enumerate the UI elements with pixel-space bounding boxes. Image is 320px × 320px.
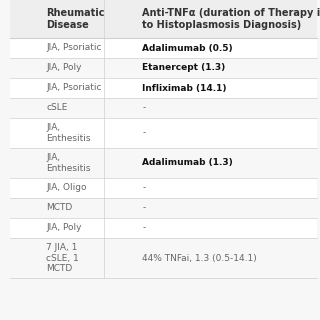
Text: Infliximab (14.1): Infliximab (14.1) <box>142 84 227 92</box>
Bar <box>10 58 317 78</box>
Bar <box>10 0 317 38</box>
Text: JIA, Psoriatic: JIA, Psoriatic <box>46 84 102 92</box>
Bar <box>10 98 317 118</box>
Text: JIA,
Enthesitis: JIA, Enthesitis <box>46 123 91 143</box>
Text: -: - <box>142 183 146 193</box>
Bar <box>10 78 317 98</box>
Text: -: - <box>142 223 146 233</box>
Text: Adalimumab (0.5): Adalimumab (0.5) <box>142 44 233 52</box>
Bar <box>10 238 317 278</box>
Bar <box>10 38 317 58</box>
Text: 7 JIA, 1
cSLE, 1
MCTD: 7 JIA, 1 cSLE, 1 MCTD <box>46 243 79 273</box>
Text: -: - <box>142 129 146 138</box>
Text: JIA,
Enthesitis: JIA, Enthesitis <box>46 153 91 173</box>
Text: MCTD: MCTD <box>46 204 73 212</box>
Bar <box>10 198 317 218</box>
Text: Etanercept (1.3): Etanercept (1.3) <box>142 63 226 73</box>
Text: Rheumatic
Disease: Rheumatic Disease <box>46 8 105 30</box>
Text: JIA, Oligo: JIA, Oligo <box>46 183 87 193</box>
Text: 44% TNFai, 1.3 (0.5-14.1): 44% TNFai, 1.3 (0.5-14.1) <box>142 253 257 262</box>
Bar <box>10 218 317 238</box>
Text: JIA, Poly: JIA, Poly <box>46 223 82 233</box>
Text: JIA, Psoriatic: JIA, Psoriatic <box>46 44 102 52</box>
Text: -: - <box>142 103 146 113</box>
Text: Adalimumab (1.3): Adalimumab (1.3) <box>142 158 233 167</box>
Text: -: - <box>142 204 146 212</box>
Bar <box>10 178 317 198</box>
Text: JIA, Poly: JIA, Poly <box>46 63 82 73</box>
Bar <box>10 148 317 178</box>
Text: Anti-TNFα (duration of Therapy in Months
to Histoplasmosis Diagnosis): Anti-TNFα (duration of Therapy in Months… <box>142 8 320 30</box>
Bar <box>10 118 317 148</box>
Text: cSLE: cSLE <box>46 103 68 113</box>
